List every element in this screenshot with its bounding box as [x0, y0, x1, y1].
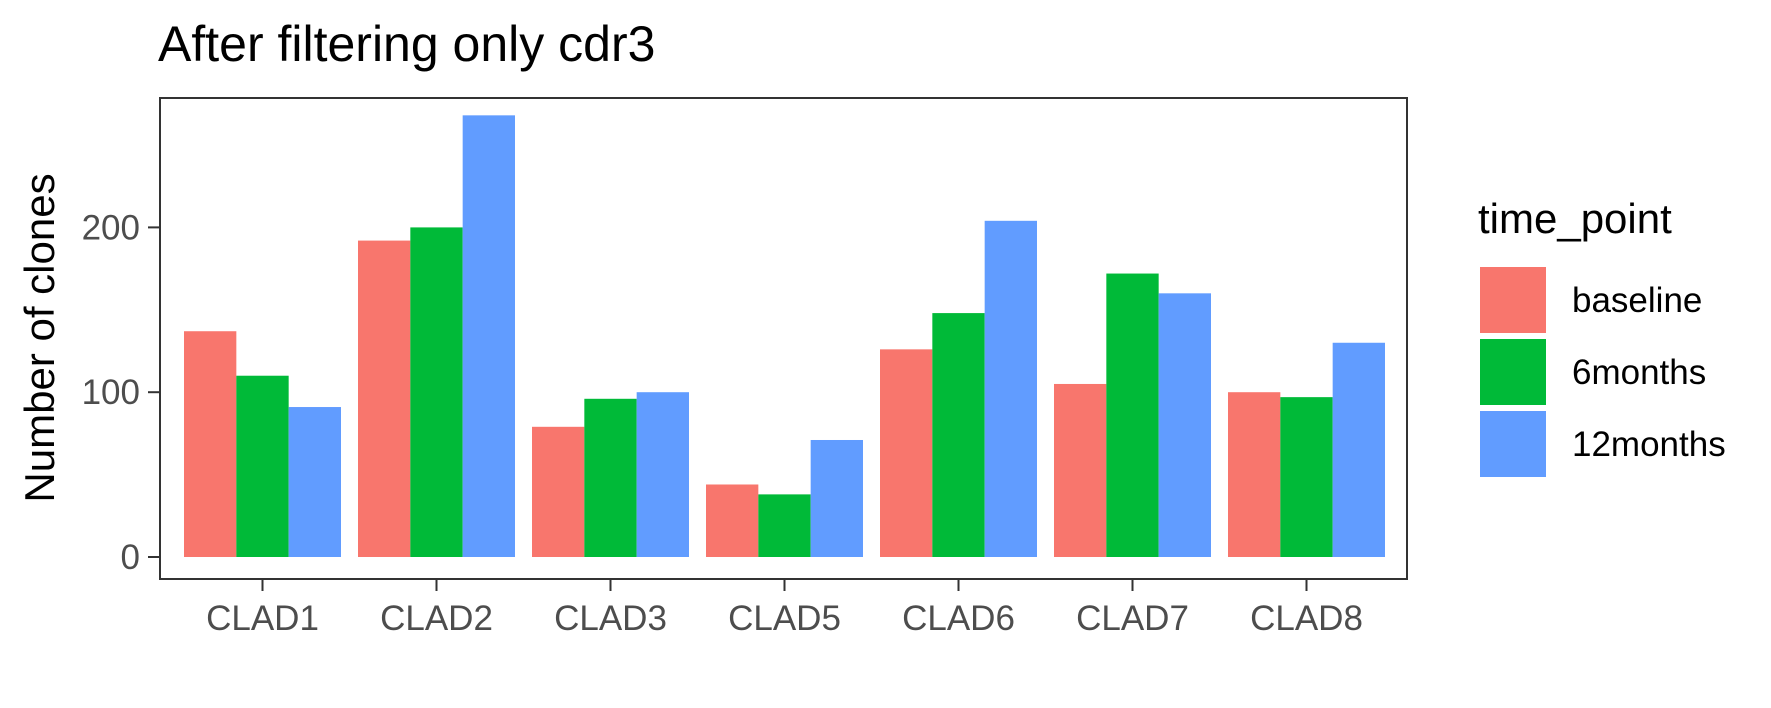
legend-swatch-12months: [1480, 411, 1546, 477]
bar-clad7-12months: [1158, 293, 1211, 557]
x-tick-label-clad7: CLAD7: [1076, 599, 1189, 638]
y-axis: 0 100 200: [82, 208, 160, 577]
bar-clad5-baseline: [706, 484, 759, 557]
bar-clad6-baseline: [880, 349, 933, 557]
legend-label-baseline: baseline: [1572, 281, 1702, 320]
bar-clad5-12months: [810, 439, 863, 557]
bar-clad1-6months: [236, 375, 289, 557]
y-tick-label: 200: [82, 208, 140, 247]
bar-clad6-12months: [984, 220, 1037, 558]
x-tick-label-clad3: CLAD3: [554, 599, 667, 638]
bars-group: [184, 115, 1385, 558]
bar-clad5-6months: [758, 494, 811, 557]
bar-clad1-12months: [288, 407, 341, 557]
bar-clad3-baseline: [532, 426, 585, 557]
bar-clad2-6months: [410, 227, 463, 557]
bar-clad3-12months: [636, 392, 689, 557]
y-tick-label: 100: [82, 373, 140, 412]
x-tick-label-clad8: CLAD8: [1250, 599, 1363, 638]
x-tick-label-clad2: CLAD2: [380, 599, 493, 638]
bar-clad2-12months: [462, 115, 515, 557]
bar-clad2-baseline: [358, 240, 411, 558]
chart-title: After filtering only cdr3: [158, 16, 655, 72]
y-axis-title: Number of clones: [16, 173, 63, 502]
bar-clad8-baseline: [1228, 392, 1281, 557]
bar-clad7-6months: [1106, 273, 1159, 557]
bar-clad3-6months: [584, 398, 637, 557]
x-tick-label-clad6: CLAD6: [902, 599, 1015, 638]
legend-label-6months: 6months: [1572, 353, 1706, 392]
legend: time_point baseline 6months 12months: [1478, 195, 1726, 477]
bar-clad8-12months: [1332, 342, 1385, 557]
bar-clad6-6months: [932, 313, 985, 557]
legend-title: time_point: [1478, 195, 1672, 242]
legend-swatch-baseline: [1480, 267, 1546, 333]
bar-clad8-6months: [1280, 397, 1333, 557]
legend-label-12months: 12months: [1572, 425, 1726, 464]
x-tick-label-clad1: CLAD1: [206, 599, 319, 638]
legend-swatch-6months: [1480, 339, 1546, 405]
x-axis: CLAD1 CLAD2 CLAD3 CLAD5 CLAD6 CLAD7 CLAD8: [206, 579, 1363, 638]
bar-clad7-baseline: [1054, 383, 1107, 557]
y-tick-label: 0: [121, 538, 140, 577]
bar-clad1-baseline: [184, 331, 237, 557]
x-tick-label-clad5: CLAD5: [728, 599, 841, 638]
